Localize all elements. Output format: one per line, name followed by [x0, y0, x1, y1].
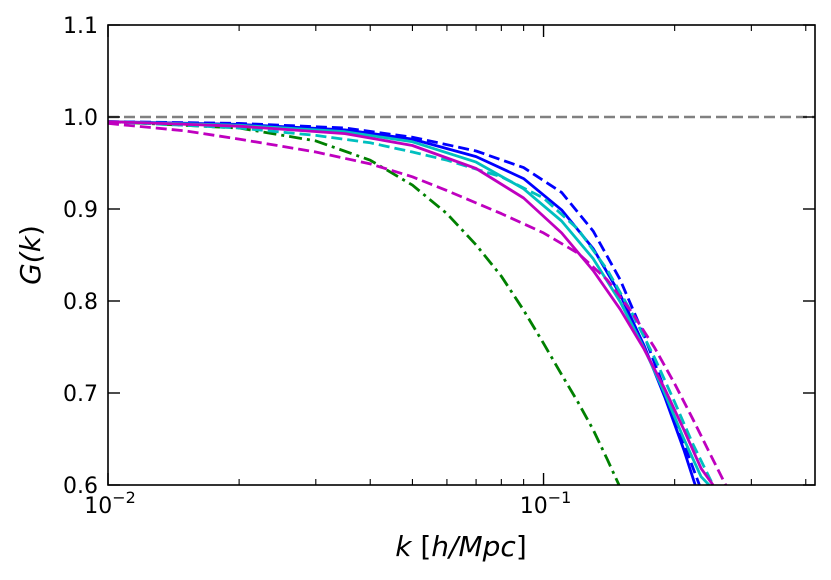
series-line-1: [108, 120, 621, 485]
x-axis-title: k [h/Mpc]: [395, 530, 527, 563]
y-tick-label-1: 0.7: [63, 382, 98, 407]
labels-layer: 10−2 10−1 0.6 0.7 0.8 0.9 1.0 1.1: [63, 14, 571, 519]
series-line-2: [108, 120, 697, 485]
y-axis-title: G(k): [14, 225, 47, 285]
series-layer: [108, 115, 815, 485]
y-tick-label-4: 1.0: [63, 106, 98, 131]
y-tick-label-5: 1.1: [63, 14, 98, 39]
plot-frame: [107, 24, 816, 486]
series-line-4: [108, 120, 711, 485]
series-line-7: [108, 122, 727, 485]
series-line-3: [108, 120, 701, 485]
ticks-layer: [107, 24, 815, 486]
x-tick-label-0: 10−2: [84, 488, 136, 519]
series-line-5: [108, 120, 715, 485]
y-tick-label-2: 0.8: [63, 290, 98, 315]
x-tick-label-1: 10−1: [520, 488, 572, 519]
series-line-6: [108, 120, 715, 485]
y-tick-label-3: 0.9: [63, 198, 98, 223]
y-tick-label-0: 0.6: [63, 474, 98, 499]
